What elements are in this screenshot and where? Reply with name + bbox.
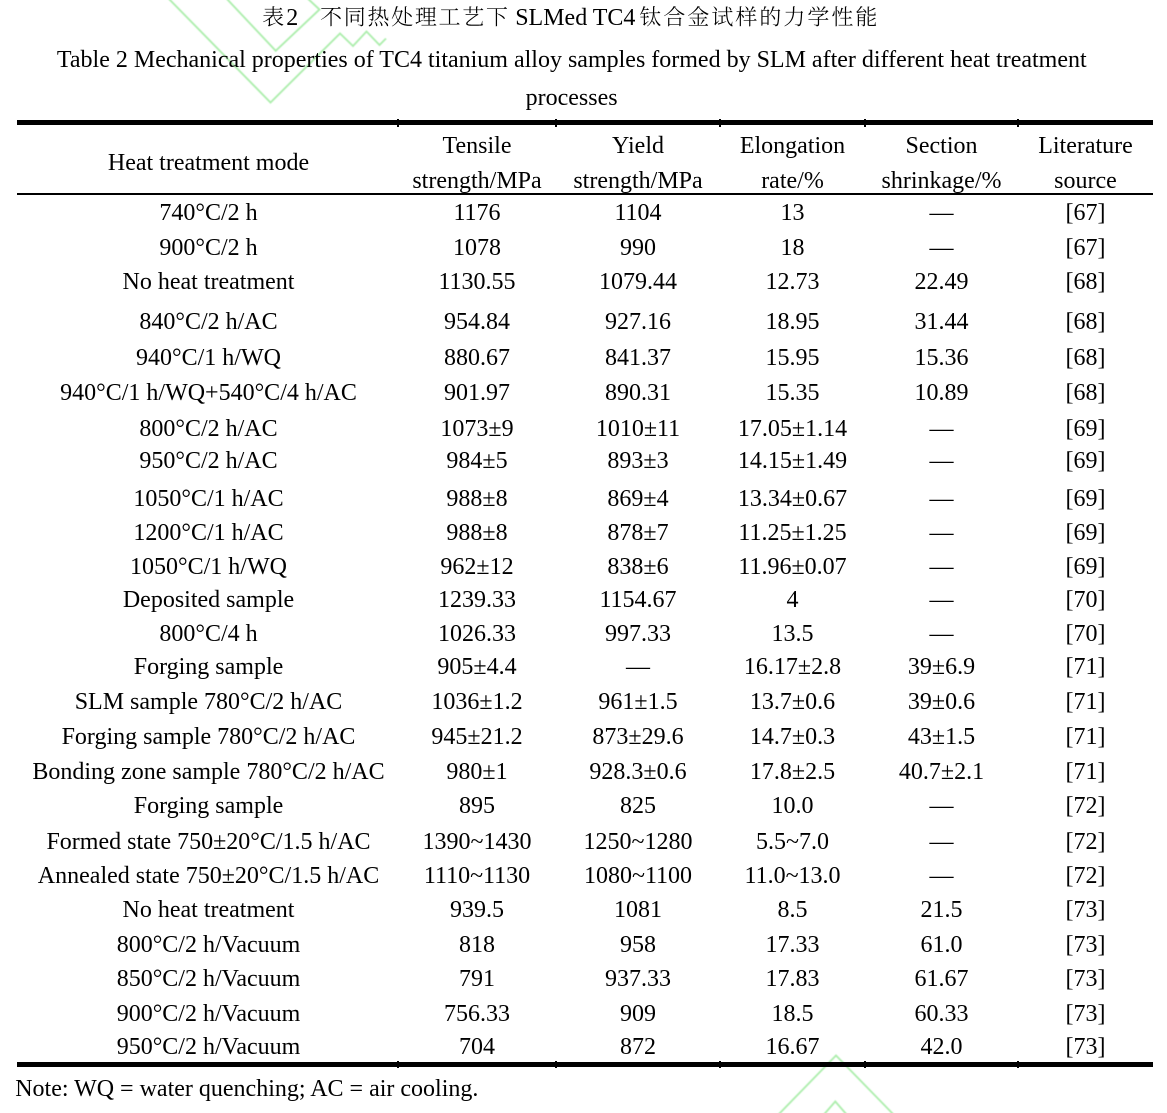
svg-text:2: 2 <box>286 5 298 31</box>
svg-text:SLMed TC4: SLMed TC4 <box>515 5 635 31</box>
